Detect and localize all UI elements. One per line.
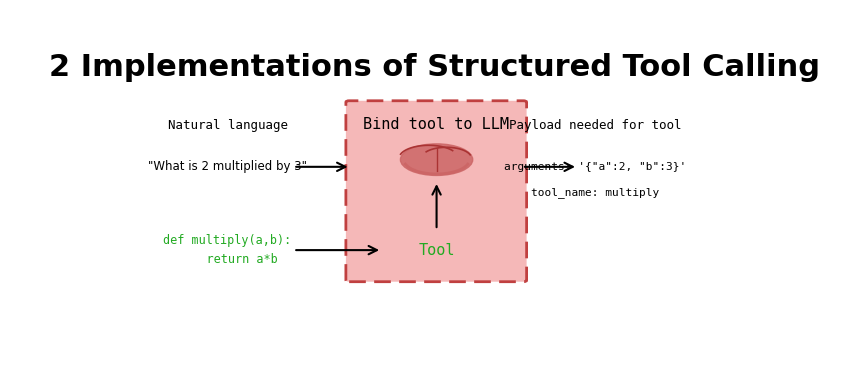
Text: arguments: '{"a":2, "b":3}': arguments: '{"a":2, "b":3}'	[505, 162, 687, 172]
Text: def multiply(a,b):
    return a*b: def multiply(a,b): return a*b	[164, 234, 292, 266]
Text: "What is 2 multiplied by 3": "What is 2 multiplied by 3"	[148, 160, 307, 173]
Text: Bind tool to LLM: Bind tool to LLM	[363, 116, 510, 132]
Text: 2 Implementations of Structured Tool Calling: 2 Implementations of Structured Tool Cal…	[49, 53, 820, 82]
Text: Natural language: Natural language	[168, 119, 287, 132]
Circle shape	[400, 144, 472, 175]
Text: tool_name: multiply: tool_name: multiply	[532, 187, 660, 198]
Text: Tool: Tool	[418, 242, 455, 258]
FancyBboxPatch shape	[346, 101, 527, 282]
Text: Payload needed for tool: Payload needed for tool	[510, 119, 682, 132]
